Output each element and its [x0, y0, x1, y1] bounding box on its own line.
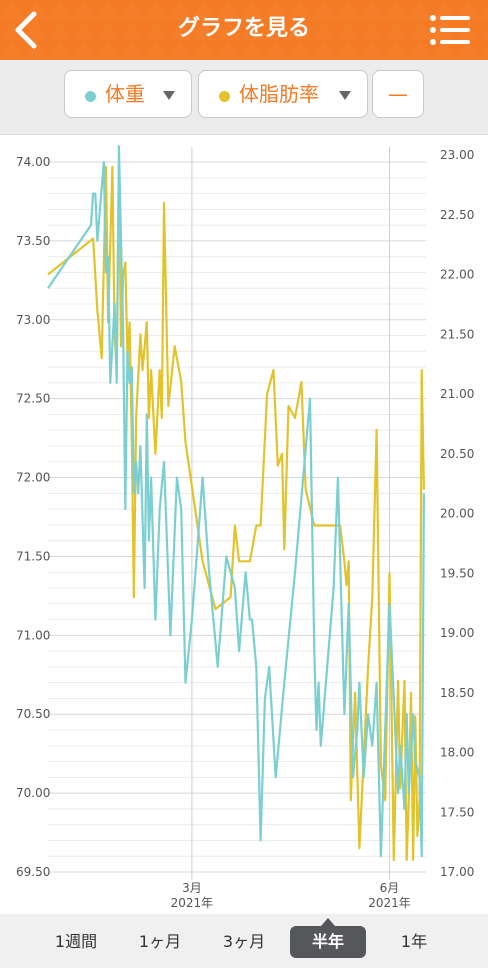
y-right-tick-label: 18.50: [440, 686, 474, 700]
tab-1week[interactable]: 1週間: [54, 932, 98, 951]
tab-half-year[interactable]: 半年: [290, 918, 366, 958]
chevron-down-icon: [163, 91, 175, 100]
series1-dropdown[interactable]: 体重: [64, 70, 192, 118]
y-left-tick-label: 70.50: [16, 707, 50, 721]
y-left-tick-label: 71.50: [16, 549, 50, 563]
header-pattern: [0, 0, 488, 60]
y-right-tick-label: 21.00: [440, 387, 474, 401]
y-left-tick-label: 69.50: [16, 865, 50, 879]
y-right-tick-label: 17.00: [440, 865, 474, 879]
y-left-tick-label: 73.00: [16, 313, 50, 327]
tab-1year[interactable]: 1年: [400, 932, 428, 951]
line-chart: 69.50 70.00 70.50 71.00 71.50 72.00 72.50 73.00…: [10, 135, 478, 915]
y-left-tick-label: 72.50: [16, 392, 50, 406]
y-right-tick-label: 20.50: [440, 447, 474, 461]
series2-label: 体脂肪率: [239, 82, 319, 106]
y-right-tick-label: 21.50: [440, 327, 474, 341]
y-right-tick-label: 17.50: [440, 805, 474, 819]
y-right-tick-label: 19.00: [440, 626, 474, 640]
back-arrow-icon[interactable]: [8, 8, 48, 52]
y-right-tick-label: 22.50: [440, 208, 474, 222]
list-menu-icon[interactable]: [428, 12, 474, 48]
y-right-tick-label: 23.00: [440, 148, 474, 162]
series-selector-bar: 体重 体脂肪率 —: [0, 60, 488, 135]
x-tick-month-label: 3月: [182, 881, 202, 895]
y-left-tick-label: 73.50: [16, 234, 50, 248]
y-right-tick-label: 20.00: [440, 507, 474, 521]
tab-3months[interactable]: 3ヶ月: [222, 932, 266, 951]
y-right-tick-label: 22.00: [440, 268, 474, 282]
x-tick-year-label: 2021年: [171, 896, 214, 910]
y-right-tick-label: 18.00: [440, 746, 474, 760]
x-tick-month-label: 6月: [380, 881, 400, 895]
app-header: グラフを見る: [0, 0, 488, 60]
y-right-tick-label: 19.50: [440, 566, 474, 580]
weight-color-dot: [85, 91, 96, 102]
y-left-tick-label: 74.00: [16, 155, 50, 169]
series1-label: 体重: [105, 82, 145, 106]
tab-1month[interactable]: 1ヶ月: [138, 932, 182, 951]
bodyfat-color-dot: [219, 91, 230, 102]
chart-area: 69.50 70.00 70.50 71.00 71.50 72.00 72.50 73.00…: [10, 135, 478, 915]
x-tick-year-label: 2021年: [368, 896, 411, 910]
page-title: グラフを見る: [177, 16, 310, 41]
bodyfat-series-line: [47, 165, 425, 862]
series3-button[interactable]: —: [372, 70, 424, 118]
series3-label: —: [388, 82, 408, 106]
y-left-tick-label: 72.00: [16, 471, 50, 485]
weight-series-line: [47, 145, 425, 858]
period-tabs: 1週間 1ヶ月 3ヶ月 半年 1年: [0, 914, 488, 968]
chevron-down-icon: [339, 91, 351, 100]
series2-dropdown[interactable]: 体脂肪率: [198, 70, 368, 118]
y-left-tick-label: 70.00: [16, 786, 50, 800]
y-left-tick-label: 71.00: [16, 628, 50, 642]
